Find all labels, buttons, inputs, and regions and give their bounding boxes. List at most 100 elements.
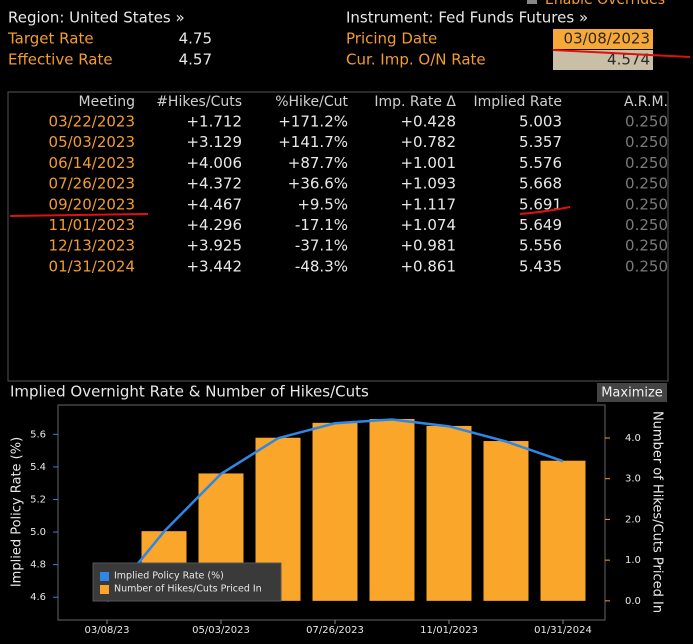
table-cell: 0.250: [625, 216, 668, 234]
table-cell: +0.428: [400, 113, 456, 131]
bar: [540, 460, 586, 601]
table-cell: 0.250: [625, 154, 668, 172]
legend-label: Number of Hikes/Cuts Priced In: [114, 584, 262, 595]
y-axis-label: Implied Policy Rate (%): [10, 437, 25, 587]
table-cell: +4.006: [186, 154, 242, 172]
instrument[interactable]: Instrument: Fed Funds Futures »: [346, 9, 588, 27]
bar: [312, 422, 358, 601]
bar: [426, 425, 472, 601]
table-cell: +3.129: [186, 133, 242, 151]
table-cell: 5.668: [519, 175, 562, 193]
y-tick-label: 5.4: [30, 462, 46, 473]
x-tick-label: 03/08/23: [85, 625, 130, 636]
table-cell: 0.250: [625, 195, 668, 213]
table-cell: 12/13/2023: [49, 237, 135, 255]
legend-label: Implied Policy Rate (%): [114, 571, 224, 582]
column-header: A.R.M.: [624, 94, 668, 110]
region[interactable]: Region: United States »: [8, 9, 185, 27]
table-cell: 5.435: [519, 257, 562, 275]
table-cell: 01/31/2024: [49, 257, 135, 275]
table-cell: +1.001: [400, 154, 456, 172]
column-header: Meeting: [79, 94, 135, 110]
maximize-button[interactable]: [597, 383, 667, 402]
line: [106, 418, 564, 603]
table-cell: +4.467: [186, 195, 242, 213]
table-cell: +4.372: [186, 175, 242, 193]
annotation: [519, 206, 571, 215]
field-value: 03/08/2023: [564, 30, 650, 48]
x-tick-label: 01/31/2024: [534, 625, 592, 636]
table-cell: +87.7%: [288, 154, 348, 172]
column-header: %Hike/Cut: [275, 94, 348, 110]
y-tick-label: 5.2: [30, 494, 46, 505]
field-label: Effective Rate: [8, 51, 113, 69]
rate-box: [553, 50, 653, 70]
legend-box: [92, 562, 282, 602]
table-cell: 0.250: [625, 257, 668, 275]
table-cell: +1.712: [186, 113, 242, 131]
table-cell: 0.250: [625, 133, 668, 151]
table-cell: 5.003: [519, 113, 562, 131]
legend-swatch: [100, 585, 109, 594]
column-header: Implied Rate: [474, 94, 562, 110]
y2-tick-label: 4.0: [625, 433, 641, 444]
table-cell: 09/20/2023: [49, 195, 135, 213]
maximize-label[interactable]: Maximize: [601, 386, 663, 401]
column-header: Imp. Rate Δ: [374, 94, 456, 110]
y2-tick-label: 2.0: [625, 514, 641, 525]
table-cell: +9.5%: [297, 195, 348, 213]
annotation: [552, 49, 691, 58]
table-cell: 5.576: [519, 154, 562, 172]
overrides-label[interactable]: Enable Overrides: [545, 0, 665, 8]
y-tick-label: 4.6: [30, 592, 46, 603]
table-cell: 03/22/2023: [49, 113, 135, 131]
field-value: 4.57: [179, 51, 212, 69]
table-cell: -17.1%: [295, 216, 348, 234]
x-tick-label: 07/26/2023: [306, 625, 364, 636]
y-tick-label: 4.8: [30, 560, 46, 571]
table-cell: 5.691: [519, 195, 562, 213]
table-cell: +0.782: [400, 133, 456, 151]
legend-swatch: [100, 572, 109, 581]
table-cell: +4.296: [186, 216, 242, 234]
table-cell: -48.3%: [295, 257, 348, 275]
field-value: 4.75: [179, 30, 212, 48]
table-cell: +1.074: [400, 216, 456, 234]
table-cell: 5.357: [519, 133, 562, 151]
y2-tick-label: 0.0: [625, 596, 641, 607]
x-tick-label: 11/01/2023: [420, 625, 478, 636]
field-label: Cur. Imp. O/N Rate: [346, 51, 486, 69]
column-header: #Hikes/Cuts: [156, 94, 242, 110]
date-box[interactable]: [553, 29, 653, 49]
table-cell: +3.925: [186, 237, 242, 255]
table-cell: +0.981: [400, 237, 456, 255]
table-cell: 06/14/2023: [49, 154, 135, 172]
bar: [369, 418, 415, 601]
table-cell: +1.117: [400, 195, 456, 213]
plot-frame: [57, 404, 606, 621]
field-label: Pricing Date: [346, 30, 437, 48]
table-cell: 0.250: [625, 113, 668, 131]
bar: [483, 441, 529, 601]
field-label: Target Rate: [7, 30, 94, 48]
table-cell: 05/03/2023: [49, 133, 135, 151]
y-tick-label: 5.6: [30, 429, 46, 440]
table-cell: +171.2%: [278, 113, 348, 131]
table-cell: +1.093: [400, 175, 456, 193]
table-cell: 5.649: [519, 216, 562, 234]
y2-tick-label: 1.0: [625, 555, 641, 566]
checkbox[interactable]: [527, 0, 537, 4]
table-cell: +36.6%: [288, 175, 348, 193]
table-panel: [7, 91, 669, 382]
y2-axis-label: Number of Hikes/Cuts Priced In: [650, 411, 665, 613]
chart-title: Implied Overnight Rate & Number of Hikes…: [10, 383, 369, 401]
table-cell: +141.7%: [278, 133, 348, 151]
table-cell: 11/01/2023: [49, 216, 135, 234]
table-cell: +3.442: [186, 257, 242, 275]
table-cell: +0.861: [400, 257, 456, 275]
y-tick-label: 5.0: [30, 527, 46, 538]
table-cell: 0.250: [625, 237, 668, 255]
annotation: [9, 213, 149, 217]
